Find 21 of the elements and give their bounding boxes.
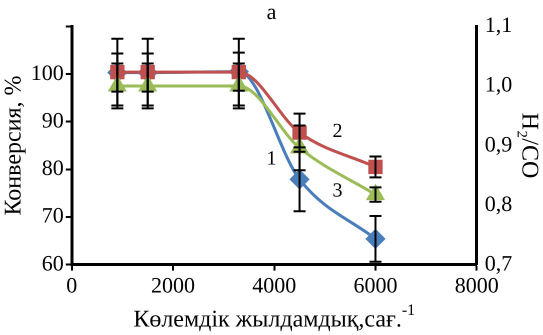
y2-tick-label: 0,9	[484, 131, 512, 156]
y2-tick-label: 1,1	[484, 12, 512, 38]
y2-tick-label: 0,8	[484, 190, 512, 216]
x-tick-label: 2000	[151, 272, 196, 298]
x-tick-label: 4000	[252, 272, 296, 298]
y-axis-title: Конверсия, %	[0, 75, 27, 216]
y-tick-label: 90	[42, 107, 64, 132]
y2-tick-label: 1,0	[484, 72, 512, 97]
x-tick-label: 6000	[353, 272, 398, 298]
y-tick-label: 100	[30, 60, 64, 85]
series-label: 2	[332, 120, 343, 142]
y2-tick-label: 0,7	[484, 250, 512, 276]
series-label: 3	[332, 179, 343, 202]
x-tick-label: 8000	[454, 272, 499, 298]
y-tick-label: 70	[42, 202, 64, 228]
y2-axis-title: H₂/CO	[516, 112, 542, 178]
y-tick-label: 80	[42, 155, 64, 180]
y-tick-label: 60	[42, 250, 64, 276]
chart-title: a	[266, 0, 277, 24]
series-label: 1	[266, 148, 277, 170]
x-tick-label: 0	[66, 272, 78, 298]
